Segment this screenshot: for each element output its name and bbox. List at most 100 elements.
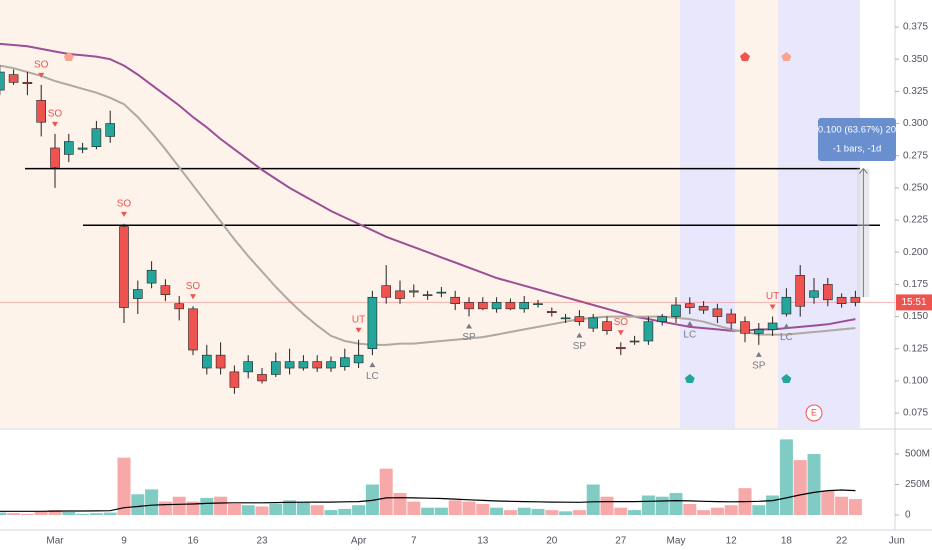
candle-body — [836, 296, 847, 304]
volume-bar — [393, 493, 407, 515]
signal-arrow — [576, 332, 583, 338]
signal-label: LC — [683, 330, 696, 341]
candle-body — [312, 361, 323, 369]
moving-average — [0, 64, 856, 346]
y-tick-label: 0.200 — [903, 247, 928, 258]
volume-bar — [186, 501, 200, 515]
volume-bar — [89, 513, 103, 515]
x-tick-label: 12 — [726, 536, 738, 547]
candle-body — [767, 322, 778, 330]
x-tick-label: 9 — [121, 536, 127, 547]
candle-body — [160, 285, 171, 295]
volume-bar — [545, 510, 559, 515]
candle-body — [574, 316, 585, 323]
volume-bar — [531, 508, 545, 515]
candle-body — [22, 82, 33, 84]
candle-body — [822, 284, 833, 301]
volume-bar — [476, 504, 490, 515]
volume-bar — [131, 494, 145, 515]
candle-body — [753, 329, 764, 334]
volume-bar — [448, 500, 462, 515]
volume-bar — [214, 496, 228, 515]
volume-bar — [48, 510, 62, 515]
candle-body — [326, 361, 336, 369]
volume-bar — [352, 505, 366, 515]
volume-bar — [559, 511, 573, 515]
candle-body — [0, 71, 5, 91]
candle-body — [77, 147, 88, 150]
candle-body — [781, 296, 792, 315]
candle-body — [353, 354, 364, 364]
signal-label: SO — [34, 60, 49, 71]
signal-arrow — [369, 362, 376, 368]
signal-label: SO — [117, 199, 132, 210]
signal-arrow — [617, 330, 624, 336]
marker — [684, 374, 695, 383]
x-tick-label: Jun — [889, 536, 905, 547]
volume-bar — [283, 500, 297, 515]
signal-label: SP — [462, 332, 476, 343]
marker — [740, 52, 750, 61]
volume-bar — [779, 439, 793, 515]
earnings-marker — [805, 404, 823, 422]
x-tick-label: 22 — [836, 536, 848, 547]
candle-body — [684, 303, 695, 308]
candle-body — [436, 291, 447, 294]
candle-body — [491, 302, 502, 310]
candle-body — [188, 308, 198, 351]
signal-arrow — [769, 304, 776, 310]
measure-label: -1 bars, -1d — [833, 144, 882, 155]
candle-body — [64, 141, 74, 155]
candle-body — [174, 303, 184, 310]
volume-bar — [365, 484, 379, 515]
y-tick-label: 0.225 — [903, 215, 928, 226]
candle-body — [671, 304, 681, 317]
volume-bar — [766, 495, 780, 515]
volume-bar — [117, 457, 131, 515]
signal-label: UT — [352, 314, 365, 325]
x-tick-label: 13 — [477, 536, 489, 547]
volume-bar — [421, 507, 435, 515]
y-tick-label: 0.350 — [903, 54, 928, 65]
volume-bar — [324, 510, 338, 515]
volume-bar — [821, 490, 835, 515]
volume-bar — [227, 504, 241, 515]
x-tick-label: Mar — [46, 536, 64, 547]
volume-bar — [614, 507, 628, 515]
volume-bar — [76, 513, 90, 515]
x-tick-label: 18 — [781, 536, 793, 547]
candle-body — [91, 128, 102, 147]
y-tick-label: 0.275 — [903, 150, 928, 161]
candle-body — [105, 123, 115, 137]
highlight-band — [778, 0, 860, 428]
volume-bar — [600, 496, 614, 515]
signal-arrow — [783, 323, 790, 329]
measure-arrowhead — [859, 167, 868, 174]
candle-body — [202, 354, 212, 369]
marker — [781, 52, 792, 61]
volume-bar — [241, 505, 255, 515]
volume-tick-label: 0 — [905, 510, 911, 521]
volume-bar — [379, 468, 393, 515]
volume-bar — [172, 496, 186, 515]
session-background — [0, 0, 895, 428]
signal-label: LC — [366, 371, 379, 382]
y-tick-label: 0.075 — [903, 408, 928, 419]
candle-body — [50, 147, 60, 168]
signal-arrow — [38, 72, 45, 78]
signal-arrow — [190, 294, 196, 300]
y-tick-label: 0.325 — [903, 86, 928, 97]
highlight-band — [680, 0, 735, 428]
candle-body — [740, 321, 750, 334]
signal-label: UT — [766, 291, 779, 302]
candle-body — [809, 290, 819, 298]
candle-body — [146, 269, 157, 284]
candle-body — [298, 361, 309, 369]
signal-arrow — [466, 323, 472, 329]
y-tick-label: 0.175 — [903, 279, 928, 290]
candle-body — [519, 302, 530, 310]
volume-bar — [158, 501, 172, 515]
volume-bar — [200, 497, 214, 515]
volume-bar — [586, 484, 600, 515]
